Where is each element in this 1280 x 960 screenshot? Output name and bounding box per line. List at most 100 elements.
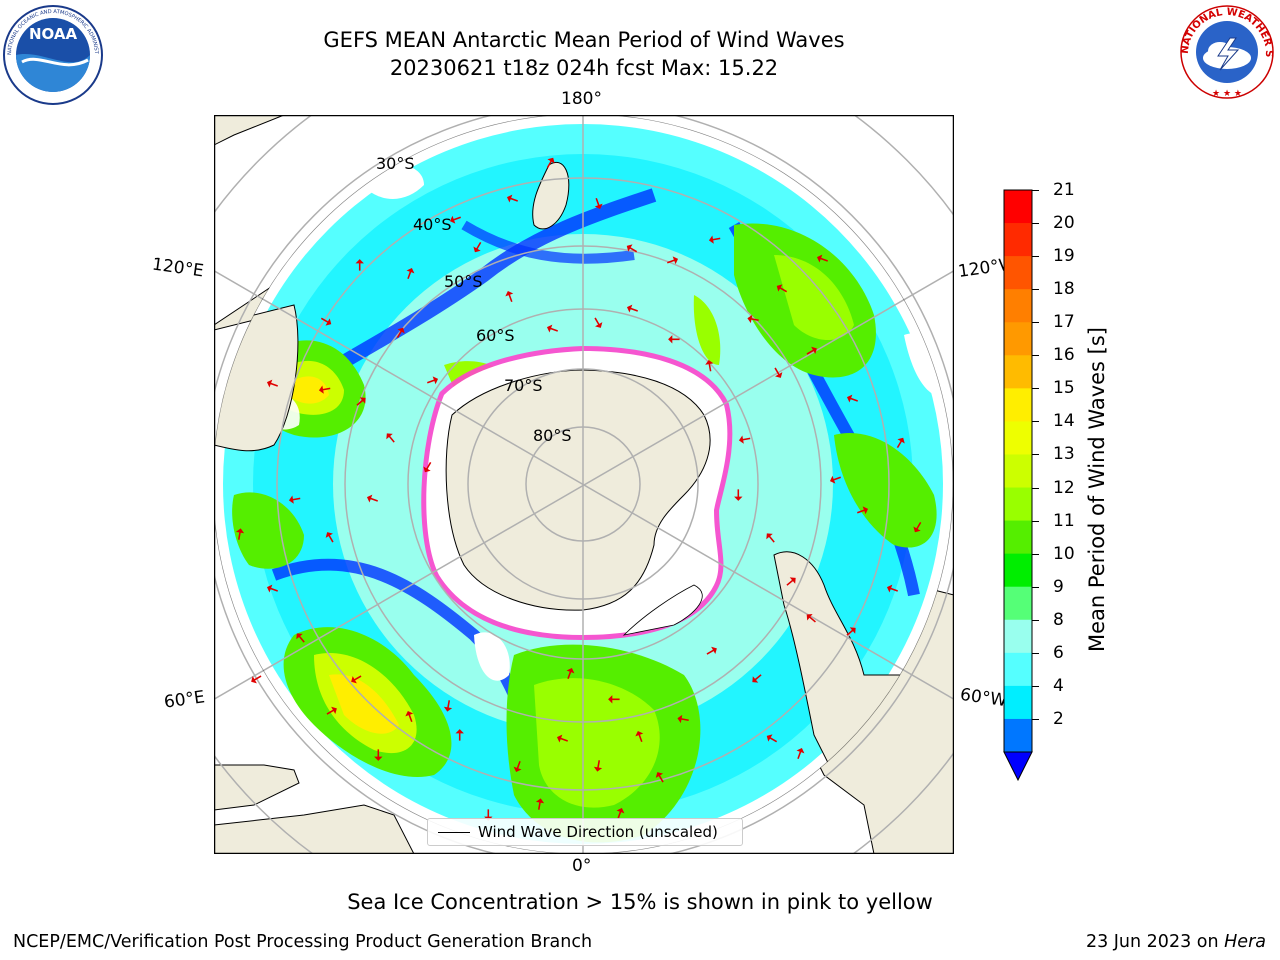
colorbar-tick-label: 15: [1053, 378, 1075, 399]
lon-label-0: 0°: [572, 856, 592, 876]
colorbar-segment: [1004, 289, 1032, 323]
lon-label-60e: 60°E: [162, 687, 207, 713]
colorbar-tick-label: 8: [1053, 609, 1064, 630]
colorbar-tick-label: 6: [1053, 642, 1064, 663]
wind-arrow-icon: ➝: [531, 797, 549, 812]
colorbar-segment: [1004, 355, 1032, 389]
lat-label-60s: 60°S: [476, 326, 515, 345]
legend-line-icon: [438, 832, 470, 833]
wind-arrow-icon: ➝: [676, 710, 691, 728]
colorbar-tick-mark: [1032, 685, 1039, 687]
wind-arrow-icon: ➝: [523, 848, 541, 854]
colorbar-tick-mark: [1032, 421, 1039, 423]
colorbar-tick-mark: [1032, 454, 1039, 456]
lat-label-40s: 40°S: [413, 215, 452, 234]
footer-branch: NCEP/EMC/Verification Post Processing Pr…: [13, 932, 593, 952]
colorbar-segment: [1004, 718, 1032, 753]
colorbar-tick-label: 11: [1053, 510, 1075, 531]
noaa-logo-text: NOAA: [29, 25, 78, 43]
colorbar-tick-mark: [1032, 190, 1039, 191]
colorbar-tick-label: 2: [1053, 708, 1064, 729]
wind-arrow-icon: ➝: [737, 430, 752, 448]
colorbar-tick-label: 4: [1053, 675, 1064, 696]
lat-label-30s: 30°S: [376, 154, 415, 173]
graticule: [214, 115, 954, 854]
colorbar-tick-label: 18: [1053, 279, 1075, 300]
colorbar-tick-label: 13: [1053, 444, 1075, 465]
colorbar-segment: [1004, 487, 1032, 522]
colorbar-segment: [1004, 322, 1032, 356]
lon-label-180: 180°: [561, 89, 602, 109]
colorbar-segment: [1004, 685, 1032, 720]
svg-text:★ ★ ★: ★ ★ ★: [1212, 89, 1242, 99]
colorbar-segment: [1004, 553, 1032, 588]
colorbar-tick-label: 20: [1053, 213, 1075, 234]
colorbar-segment: [1004, 586, 1032, 621]
lat-label-70s: 70°S: [504, 376, 543, 395]
colorbar-tick-mark: [1032, 355, 1039, 357]
colorbar-segment: [1004, 223, 1032, 257]
colorbar-tick-label: 9: [1053, 576, 1064, 597]
sea-ice-caption: Sea Ice Concentration > 15% is shown in …: [347, 890, 933, 914]
lon-label-120e: 120°E: [150, 254, 205, 282]
wind-arrow-icon: ➝: [589, 759, 607, 774]
nws-logo-icon: NATIONAL WEATHER SERVICE ★ ★ ★: [1176, 4, 1274, 99]
wind-arrow-icon: ➝: [884, 579, 901, 598]
colorbar-segment: [1004, 619, 1032, 654]
colorbar-tick-mark: [1032, 289, 1039, 291]
wind-arrow-icon: ➝: [370, 749, 386, 761]
colorbar-tick-mark: [1032, 388, 1039, 390]
colorbar-label: Mean Period of Wind Waves [s]: [1085, 327, 1109, 652]
wind-arrow-icon: ➝: [439, 699, 457, 714]
colorbar-segment: [1004, 454, 1032, 489]
wind-arrow-icon: ➝: [701, 358, 719, 373]
colorbar-tick-mark: [1032, 586, 1039, 588]
colorbar-tick-mark: [1032, 223, 1039, 225]
noaa-logo-icon: NOAA NATIONAL OCEANIC AND ATMOSPHERIC AD…: [2, 4, 103, 105]
colorbar-tick-label: 19: [1053, 246, 1075, 267]
colorbar-tick-label: 16: [1053, 345, 1075, 366]
colorbar-segment: [1004, 520, 1032, 555]
wind-arrow-icon: ➝: [317, 380, 332, 398]
chart-subtitle: 20230621 t18z 024h fcst Max: 15.22: [389, 56, 779, 80]
colorbar-segment: [1004, 388, 1032, 422]
colorbar-tick-mark: [1032, 322, 1039, 324]
wind-arrow-icon: ➝: [352, 259, 368, 271]
polar-map: 30°S 40°S 50°S 60°S 70°S 80°S ➝ ➝ ➝ ➝ ➝ ➝ ➝ ➝ ➝ ➝…: [214, 115, 954, 854]
colorbar-segment: [1004, 190, 1032, 224]
footer-date-text: 23 Jun 2023 on: [1085, 932, 1225, 952]
footer-date: 23 Jun 2023 on Hera: [1086, 932, 1266, 952]
wave-period-field: [214, 115, 953, 854]
lat-label-50s: 50°S: [444, 272, 483, 291]
legend-label: Wind Wave Direction (unscaled): [478, 823, 718, 841]
map-legend: Wind Wave Direction (unscaled): [427, 818, 743, 846]
colorbar-tick-mark: [1032, 652, 1039, 654]
colorbar-tick-label: 12: [1053, 477, 1075, 498]
colorbar-tick-mark: [1032, 619, 1039, 621]
colorbar-tick-mark: [1032, 553, 1039, 555]
colorbar-tick-mark: [1032, 718, 1039, 720]
wind-arrow-icon: ➝: [746, 310, 761, 328]
wind-arrow-icon: ➝: [452, 729, 468, 741]
wind-arrow-icon: ➝: [608, 691, 620, 707]
colorbar-tick-label: 14: [1053, 411, 1075, 432]
colorbar: [1003, 189, 1033, 782]
footer-machine: Hera: [1224, 932, 1266, 952]
wind-arrow-icon: ➝: [668, 331, 680, 347]
wind-arrow-icon: ➝: [730, 489, 746, 501]
wind-arrow-icon: ➝: [287, 490, 302, 508]
colorbar-tick-label: 21: [1053, 180, 1075, 200]
colorbar-segment: [1004, 421, 1032, 455]
wind-arrow-icon: ➝: [231, 527, 249, 542]
wind-arrow-icon: ➝: [707, 230, 722, 248]
colorbar-tick-mark: [1032, 520, 1039, 522]
colorbar-segment: [1004, 256, 1032, 290]
wind-arrow-icon: ➝: [814, 249, 831, 268]
colorbar-tick-mark: [1032, 256, 1039, 258]
lat-label-80s: 80°S: [533, 426, 572, 445]
chart-title: GEFS MEAN Antarctic Mean Period of Wind …: [323, 28, 845, 52]
colorbar-tick-label: 10: [1053, 543, 1075, 564]
colorbar-tick-label: 17: [1053, 312, 1075, 333]
colorbar-tick-mark: [1032, 487, 1039, 489]
colorbar-segment: [1004, 652, 1032, 687]
